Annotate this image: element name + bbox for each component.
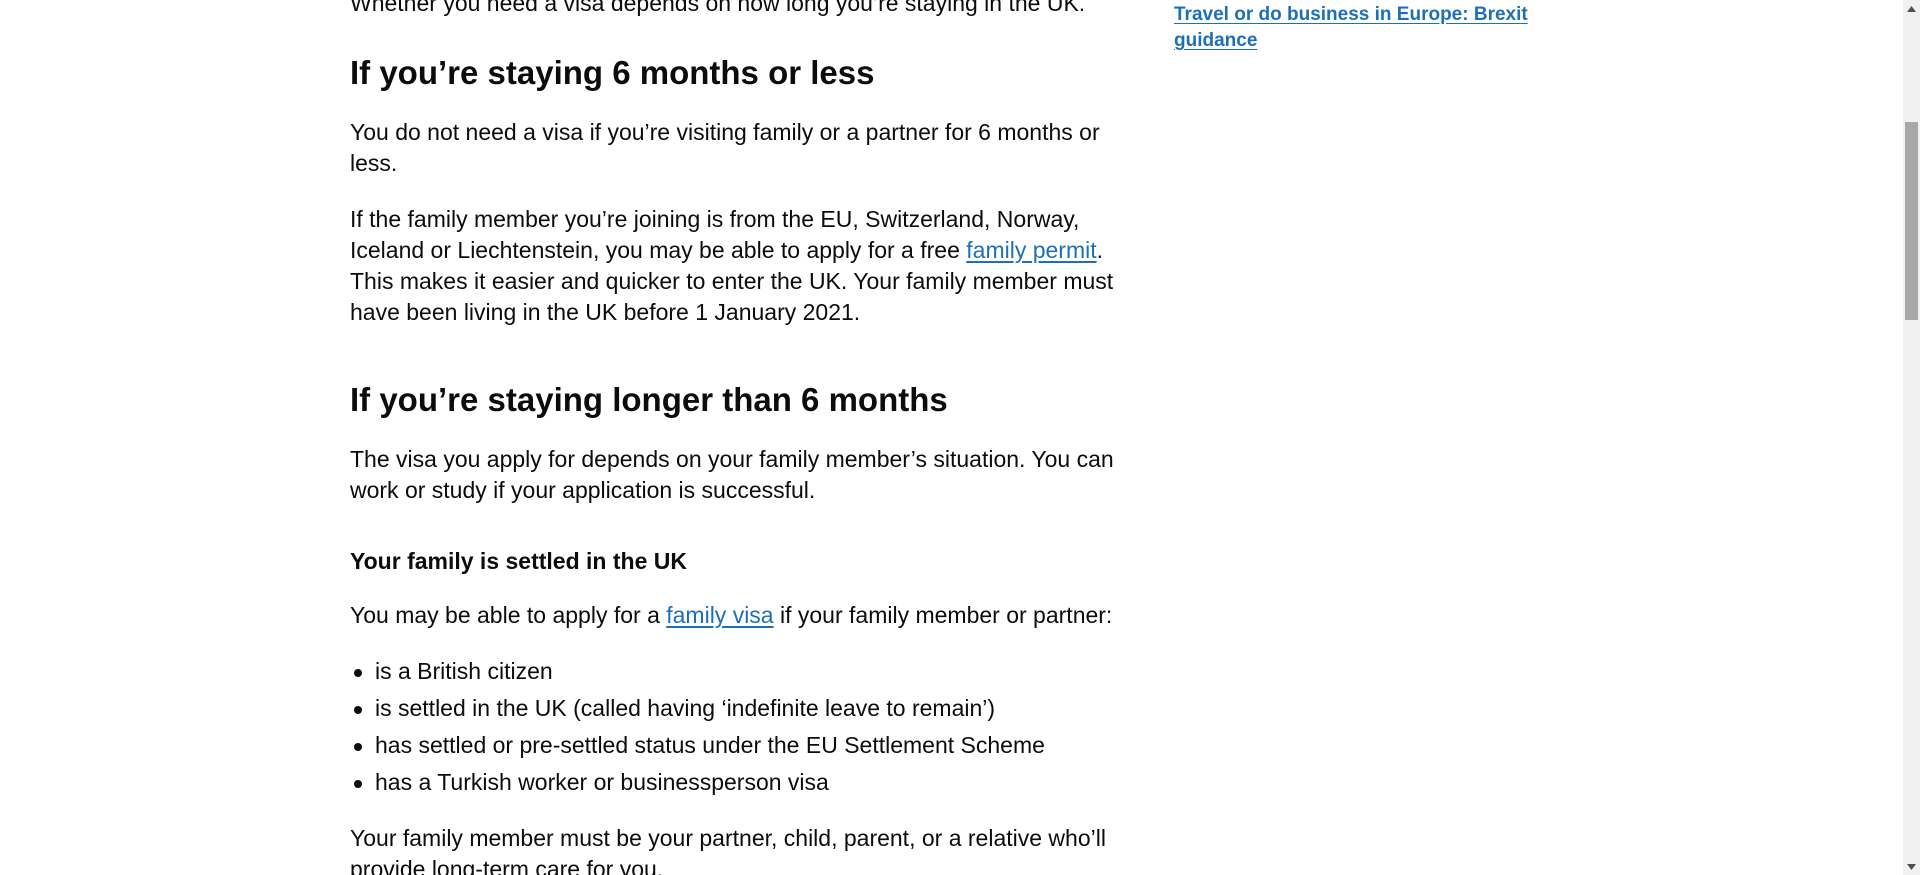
list-item-text: has settled or pre-settled status under … [375, 732, 1045, 758]
family-member-paragraph: Your family member must be your partner,… [350, 825, 1106, 875]
family-visa-link[interactable]: family visa [666, 602, 774, 628]
list-item: is settled in the UK (called having ‘ind… [350, 693, 1140, 724]
bullet-icon [354, 743, 362, 751]
brexit-guidance-link[interactable]: Travel or do business in Europe: Brexit … [1174, 4, 1528, 51]
visa-depends-paragraph: The visa you apply for depends on your f… [350, 446, 1114, 503]
bullet-icon [354, 669, 362, 677]
section-heading-6-months-or-less: If you’re staying 6 months or less [350, 54, 875, 91]
eligibility-list: is a British citizen is settled in the U… [350, 656, 1140, 798]
list-item-text: is settled in the UK (called having ‘ind… [375, 695, 996, 721]
scroll-down-arrow-icon[interactable] [1903, 858, 1920, 875]
list-item: has a Turkish worker or businessperson v… [350, 767, 1140, 798]
family-visa-text-after: if your family member or partner: [773, 602, 1113, 628]
family-permit-text-after: . This makes it easier and quicker to en… [350, 237, 1114, 325]
bullet-icon [354, 780, 362, 788]
family-permit-link[interactable]: family permit [966, 237, 1097, 263]
family-permit-paragraph: If the family member you’re joining is f… [350, 204, 1140, 328]
family-visa-paragraph: You may be able to apply for a family vi… [350, 600, 1140, 631]
scroll-up-arrow-icon[interactable] [1903, 0, 1920, 17]
list-item: has settled or pre-settled status under … [350, 730, 1140, 761]
subheading-family-settled: Your family is settled in the UK [350, 548, 687, 574]
family-permit-text-before: If the family member you’re joining is f… [350, 206, 1080, 263]
scrollbar-thumb[interactable] [1905, 122, 1918, 320]
list-item-text: has a Turkish worker or businessperson v… [375, 769, 829, 795]
no-visa-paragraph: You do not need a visa if you’re visitin… [350, 119, 1100, 176]
vertical-scrollbar[interactable] [1903, 0, 1920, 875]
section-heading-longer-than-6-months: If you’re staying longer than 6 months [350, 381, 948, 418]
list-item-text: is a British citizen [375, 658, 553, 684]
list-item: is a British citizen [350, 656, 1140, 687]
related-links-sidebar: Travel or do business in Europe: Brexit … [1174, 0, 1534, 54]
bullet-icon [354, 706, 362, 714]
family-visa-text-before: You may be able to apply for a [350, 602, 667, 628]
intro-paragraph: Whether you need a visa depends on how l… [350, 0, 1086, 16]
main-content: Whether you need a visa depends on how l… [350, 0, 1140, 875]
